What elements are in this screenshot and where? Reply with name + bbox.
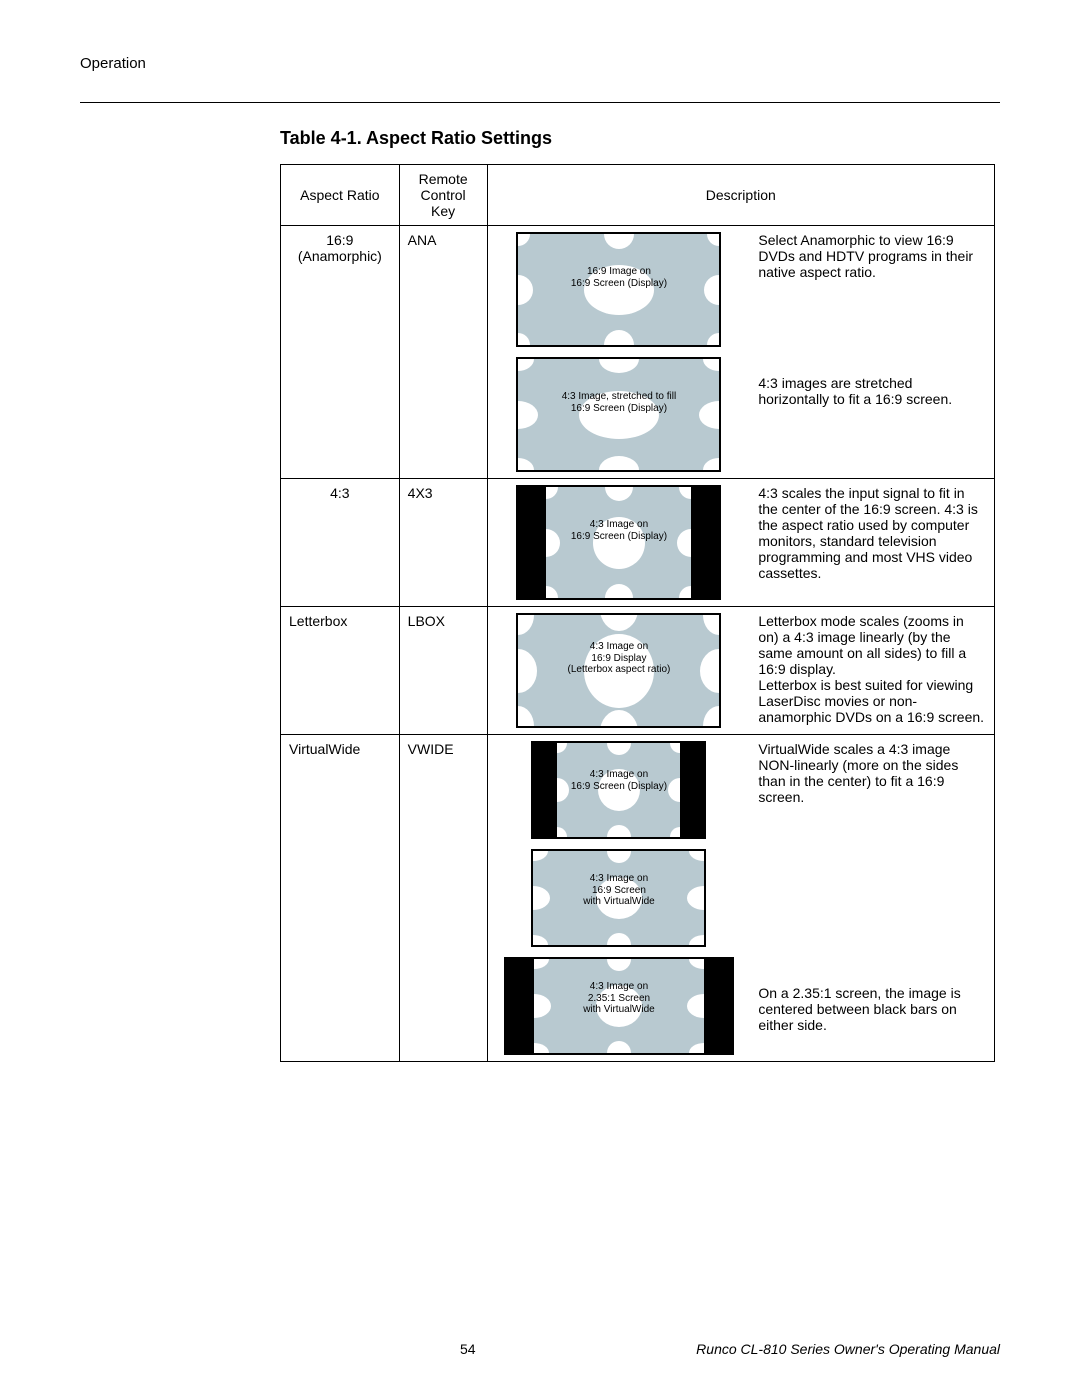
table-row: Letterbox LBOX: [281, 607, 995, 735]
page-number: 54: [460, 1341, 476, 1357]
desc-cell: VirtualWide scales a 4:3 image NON-linea…: [750, 735, 994, 1062]
doc-title: Runco CL-810 Series Owner's Operating Ma…: [696, 1341, 1000, 1357]
aspect-ratio-table: Aspect Ratio Remote Control Key Descript…: [280, 164, 995, 1062]
col-description: Description: [487, 165, 994, 226]
key-cell: LBOX: [399, 607, 487, 735]
desc-cell: Select Anamorphic to view 16:9 DVDs and …: [750, 226, 994, 479]
diagram-cell: 4:3 Image on16:9 Screen (Display): [487, 479, 750, 607]
diagram-16-9-native: 16:9 Image on16:9 Screen (Display): [516, 232, 721, 347]
desc-cell: Letterbox mode scales (zooms in on) a 4:…: [750, 607, 994, 735]
page-footer: 54 Runco CL-810 Series Owner's Operating…: [80, 1341, 1000, 1357]
diagram-cell: 16:9 Image on16:9 Screen (Display): [487, 226, 750, 479]
key-cell: VWIDE: [399, 735, 487, 1062]
key-cell: ANA: [399, 226, 487, 479]
desc-cell: 4:3 scales the input signal to fit in th…: [750, 479, 994, 607]
key-cell: 4X3: [399, 479, 487, 607]
diagram-cell: 4:3 Image on16:9 Screen (Display): [487, 735, 750, 1062]
aspect-cell: VirtualWide: [281, 735, 400, 1062]
diagram-cell: 4:3 Image on16:9 Display(Letterbox aspec…: [487, 607, 750, 735]
aspect-cell: 4:3: [281, 479, 400, 607]
diagram-4-3-stretched: 4:3 Image, stretched to fill16:9 Screen …: [516, 357, 721, 472]
diagram-vw-235: 4:3 Image on2.35:1 Screenwith VirtualWid…: [504, 957, 734, 1055]
col-remote-key: Remote Control Key: [399, 165, 487, 226]
aspect-cell: Letterbox: [281, 607, 400, 735]
divider: [80, 102, 1000, 103]
diagram-letterbox: 4:3 Image on16:9 Display(Letterbox aspec…: [516, 613, 721, 728]
table-row: VirtualWide VWIDE: [281, 735, 995, 1062]
section-header: Operation: [80, 55, 1000, 72]
diagram-vw-16-9: 4:3 Image on16:9 Screenwith VirtualWide: [531, 849, 706, 947]
table-title: Table 4-1. Aspect Ratio Settings: [280, 128, 1000, 149]
table-row: 16:9 (Anamorphic) ANA: [281, 226, 995, 479]
col-aspect-ratio: Aspect Ratio: [281, 165, 400, 226]
aspect-cell: 16:9 (Anamorphic): [281, 226, 400, 479]
diagram-vw-source: 4:3 Image on16:9 Screen (Display): [531, 741, 706, 839]
table-row: 4:3 4X3: [281, 479, 995, 607]
diagram-4-3-pillarbox: 4:3 Image on16:9 Screen (Display): [516, 485, 721, 600]
